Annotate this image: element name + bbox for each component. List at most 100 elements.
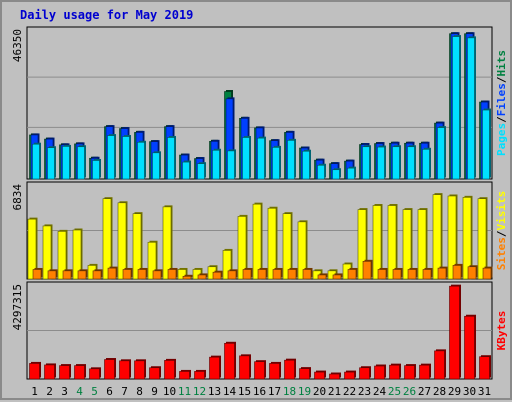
legend-separator: / [495, 116, 508, 123]
bar-pages-day-7 [122, 136, 130, 180]
bar-pages-day-4 [77, 146, 85, 180]
bar-kbytes-day-22 [344, 371, 355, 380]
bar-kbytes-day-11 [179, 371, 190, 380]
bar-kbytes-day-31 [479, 356, 490, 380]
bar-sites-day-27 [422, 269, 432, 280]
bar-sites-day-2 [47, 270, 57, 280]
bar-pages-day-3 [62, 146, 70, 180]
x-tick-label: 7 [121, 385, 128, 398]
x-tick-label: 25 [388, 385, 401, 398]
bar-pages-day-1 [32, 143, 40, 180]
x-tick-label: 26 [403, 385, 416, 398]
bar-sites-day-7 [122, 269, 132, 280]
x-tick-label: 4 [76, 385, 83, 398]
bar-kbytes-day-5 [89, 368, 100, 380]
bar-sites-day-10 [167, 269, 177, 280]
x-tick-label: 15 [238, 385, 251, 398]
bar-visits-day-10 [162, 206, 172, 280]
x-tick-label: 9 [151, 385, 158, 398]
bar-pages-day-16 [257, 137, 265, 180]
bar-sites-day-22 [347, 269, 357, 280]
bar-sites-day-26 [407, 269, 417, 280]
legend-visits: Visits [495, 191, 508, 231]
x-tick-label: 12 [193, 385, 206, 398]
bar-pages-day-20 [317, 164, 325, 180]
x-tick-label: 17 [268, 385, 281, 398]
bar-kbytes-day-21 [329, 373, 340, 380]
bar-visits-day-4 [72, 229, 82, 280]
bar-kbytes-day-27 [419, 364, 430, 380]
x-tick-label: 24 [373, 385, 387, 398]
x-tick-label: 5 [91, 385, 98, 398]
bar-kbytes-day-29 [449, 285, 460, 380]
bar-kbytes-day-18 [284, 359, 295, 380]
bar-kbytes-day-6 [104, 359, 115, 380]
bar-pages-day-10 [167, 137, 175, 180]
bar-sites-day-28 [437, 267, 447, 280]
bar-sites-day-12 [197, 274, 207, 280]
bar-pages-day-22 [347, 167, 355, 180]
bar-sites-day-4 [77, 270, 87, 280]
x-tick-label: 10 [163, 385, 176, 398]
bar-visits-day-14 [222, 250, 232, 280]
bar-visits-day-2 [42, 225, 52, 280]
bar-pages-day-23 [362, 146, 370, 180]
bar-sites-day-3 [62, 270, 72, 280]
bar-sites-day-20 [317, 274, 327, 280]
bar-sites-day-24 [377, 269, 387, 280]
legend-files: Files [495, 83, 508, 116]
bar-sites-day-6 [107, 267, 117, 280]
bar-sites-day-29 [452, 265, 462, 280]
bar-visits-day-26 [402, 209, 412, 280]
x-tick-label: 29 [448, 385, 461, 398]
x-tick-label: 27 [418, 385, 431, 398]
x-tick-label: 21 [328, 385, 341, 398]
bar-kbytes-day-1 [29, 363, 40, 380]
bar-kbytes-day-17 [269, 363, 280, 380]
bar-pages-day-29 [452, 36, 460, 180]
x-tick-label: 23 [358, 385, 371, 398]
bar-pages-day-13 [212, 149, 220, 180]
legend-separator: / [495, 230, 508, 237]
bar-sites-day-31 [482, 267, 492, 280]
bar-sites-day-30 [467, 266, 477, 280]
bar-kbytes-day-28 [434, 350, 445, 380]
bar-visits-day-23 [357, 209, 367, 280]
bar-visits-day-6 [102, 198, 112, 280]
bar-kbytes-day-20 [314, 371, 325, 380]
legend-panel-3: KBytes [495, 311, 508, 351]
bar-pages-day-28 [437, 127, 445, 180]
x-tick-label: 3 [61, 385, 68, 398]
bar-sites-day-17 [272, 269, 282, 280]
bar-pages-day-12 [197, 163, 205, 180]
bar-sites-day-16 [257, 269, 267, 280]
bar-visits-day-7 [117, 202, 127, 280]
bar-sites-day-5 [92, 270, 102, 280]
bar-sites-day-15 [242, 269, 252, 280]
bar-visits-day-28 [432, 194, 442, 280]
bar-sites-day-9 [152, 270, 162, 280]
bar-sites-day-25 [392, 269, 402, 280]
bar-sites-day-11 [182, 275, 192, 280]
bar-sites-day-23 [362, 261, 372, 280]
bar-visits-day-8 [132, 213, 142, 280]
bar-visits-day-18 [282, 213, 292, 280]
bar-visits-day-31 [477, 198, 487, 280]
bar-pages-day-8 [137, 141, 145, 180]
y-max-label: 46350 [11, 29, 24, 62]
panel-2: 6834 Sites/Visits [11, 181, 508, 280]
legend-separator: / [495, 76, 508, 83]
x-tick-label: 6 [106, 385, 113, 398]
y-max-label: 6834 [11, 184, 24, 211]
bar-sites-day-18 [287, 269, 297, 280]
bar-pages-day-11 [182, 161, 190, 180]
x-tick-label: 13 [208, 385, 221, 398]
bar-kbytes-day-30 [464, 315, 475, 380]
bar-pages-day-6 [107, 135, 115, 180]
bar-pages-day-18 [287, 140, 295, 180]
bar-pages-day-9 [152, 152, 160, 180]
bar-kbytes-day-23 [359, 367, 370, 380]
